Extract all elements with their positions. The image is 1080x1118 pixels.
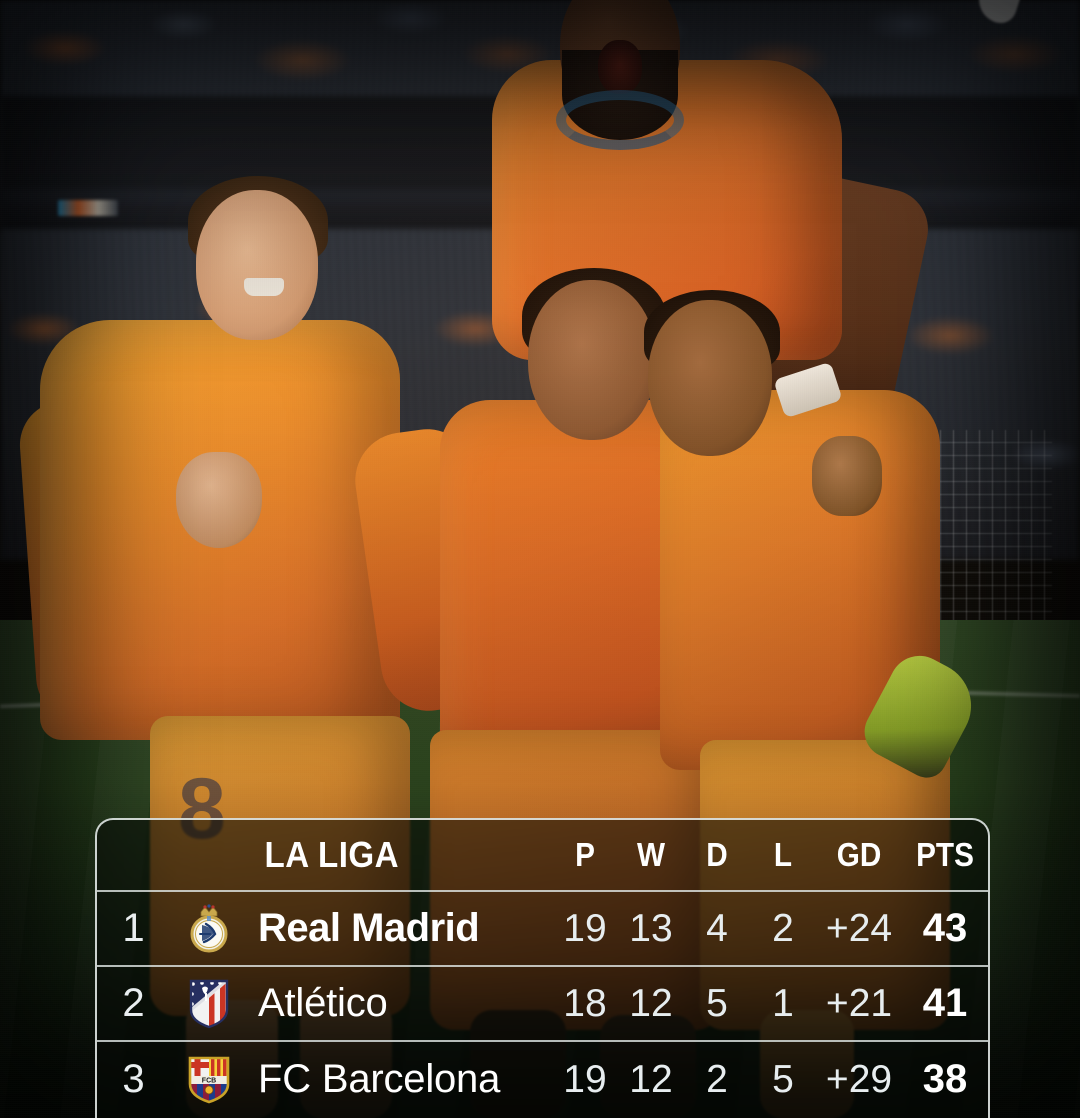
barcelona-crest-svg: FCB bbox=[188, 1056, 230, 1103]
row-rank: 2 bbox=[122, 981, 145, 1025]
atletico-madrid-crest-icon bbox=[170, 978, 248, 1030]
row-rank: 1 bbox=[122, 906, 145, 950]
table-row[interactable]: 1 Real Madrid 19 13 4 2 bbox=[97, 892, 988, 967]
scoreboard-led-strip bbox=[58, 200, 118, 216]
row-played: 18 bbox=[563, 981, 607, 1025]
atletico-crest-svg bbox=[189, 979, 229, 1028]
real-madrid-crest-svg bbox=[190, 903, 228, 952]
table-row[interactable]: 2 bbox=[97, 967, 988, 1042]
row-drawn: 5 bbox=[706, 981, 728, 1025]
row-won: 12 bbox=[629, 981, 673, 1025]
real-madrid-crest-icon bbox=[170, 903, 248, 955]
column-header-pts: PTS bbox=[916, 836, 974, 873]
competition-title: LA LIGA bbox=[264, 834, 400, 875]
svg-text:FCB: FCB bbox=[202, 1077, 216, 1084]
row-goal-difference: +24 bbox=[825, 906, 893, 950]
row-goal-difference: +29 bbox=[825, 1057, 893, 1101]
player-top-collar bbox=[556, 90, 684, 150]
row-team-name: Real Madrid bbox=[258, 906, 480, 950]
row-played: 19 bbox=[563, 1057, 607, 1101]
player-left-teeth bbox=[244, 278, 284, 296]
column-header-d: D bbox=[706, 836, 728, 873]
row-team-name: FC Barcelona bbox=[258, 1057, 501, 1101]
standings-header-row: LA LIGA P W D L GD PTS bbox=[97, 820, 988, 892]
row-points: 38 bbox=[922, 1057, 968, 1101]
fc-barcelona-crest-icon: FCB bbox=[170, 1054, 248, 1106]
column-header-w: W bbox=[636, 836, 666, 873]
column-header-l: L bbox=[773, 836, 793, 873]
player-left-hand bbox=[176, 452, 262, 548]
player-right-head bbox=[648, 300, 772, 456]
row-won: 12 bbox=[629, 1057, 673, 1101]
row-goal-difference: +21 bbox=[825, 981, 893, 1025]
row-points: 43 bbox=[922, 906, 968, 950]
player-left-head bbox=[196, 190, 318, 340]
column-header-p: P bbox=[575, 836, 595, 873]
standings-table: LA LIGA P W D L GD PTS 1 bbox=[95, 818, 990, 1118]
player-right-hand bbox=[812, 436, 882, 516]
row-lost: 1 bbox=[772, 981, 794, 1025]
row-rank: 3 bbox=[122, 1057, 145, 1101]
row-team-name: Atlético bbox=[258, 981, 388, 1025]
row-won: 13 bbox=[629, 906, 673, 950]
column-header-gd: GD bbox=[836, 836, 882, 873]
player-center-head bbox=[528, 280, 656, 440]
row-lost: 2 bbox=[772, 906, 794, 950]
row-played: 19 bbox=[563, 906, 607, 950]
row-drawn: 2 bbox=[706, 1057, 728, 1101]
row-lost: 5 bbox=[772, 1057, 794, 1101]
table-row[interactable]: 3 bbox=[97, 1042, 988, 1117]
player-top-mouth bbox=[598, 40, 642, 94]
row-drawn: 4 bbox=[706, 906, 728, 950]
row-points: 41 bbox=[922, 981, 968, 1025]
